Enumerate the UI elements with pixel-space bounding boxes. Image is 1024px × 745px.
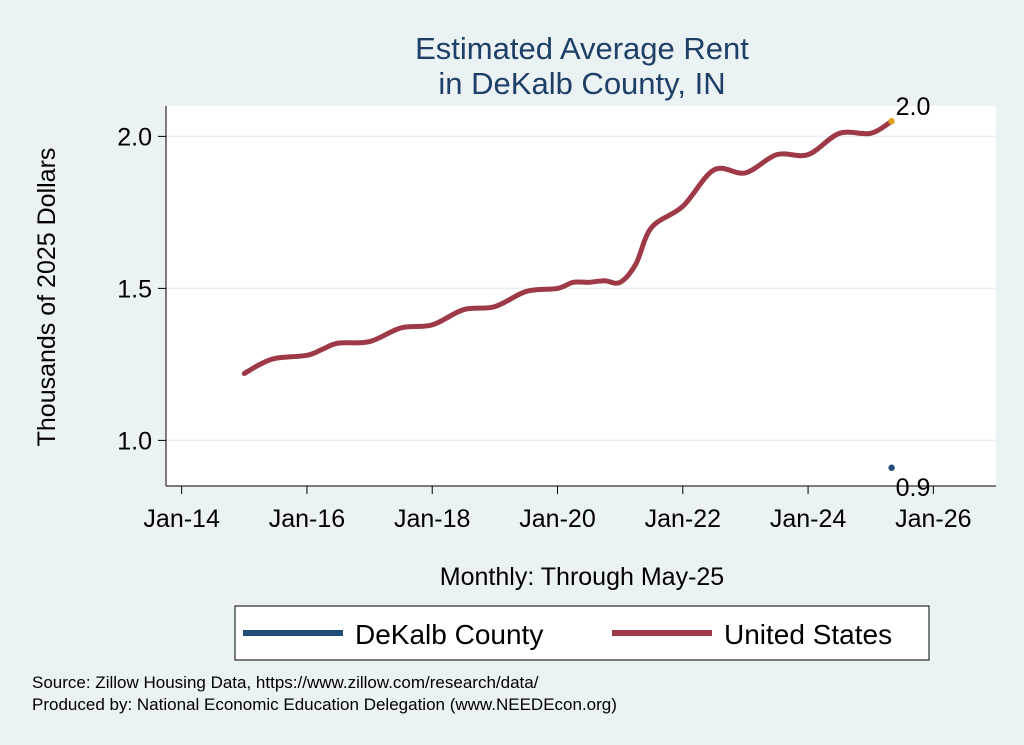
value-labels: 0.9 2.0	[896, 93, 931, 502]
series-layer	[241, 118, 895, 471]
legend: DeKalb County United States	[234, 605, 930, 661]
legend-label-united-states: United States	[724, 619, 892, 650]
x-tick-label: Jan-16	[269, 505, 345, 533]
source-note: Source: Zillow Housing Data, https://www…	[32, 673, 539, 692]
y-axis-ticks: 1.0 1.5 2.0	[117, 123, 166, 455]
x-axis-title: Monthly: Through May-25	[440, 563, 724, 591]
end-value-label-dekalb-county: 0.9	[896, 474, 931, 502]
series-end-point-dekalb-county	[888, 464, 895, 471]
legend-box	[234, 605, 930, 661]
plot-area	[166, 106, 996, 486]
y-tick-label: 1.0	[117, 427, 152, 455]
x-tick-label: Jan-24	[770, 505, 847, 533]
x-axis-ticks: Jan-14 Jan-16 Jan-18 Jan-20 Jan-22 Jan-24 Jan-…	[143, 486, 972, 533]
x-tick-label: Jan-18	[394, 505, 470, 533]
y-axis-title: Thousands of 2025 Dollars	[33, 148, 61, 447]
chart-title-line-1: Estimated Average Rent	[415, 31, 749, 66]
chart-title: Estimated Average Rent in DeKalb County,…	[415, 31, 749, 101]
end-value-label-united-states: 2.0	[896, 93, 931, 121]
produced-by-note: Produced by: National Economic Education…	[32, 695, 617, 714]
chart-title-line-2: in DeKalb County, IN	[438, 66, 725, 101]
x-tick-label: Jan-22	[645, 505, 721, 533]
gridlines	[166, 135, 996, 442]
legend-label-dekalb-county: DeKalb County	[355, 619, 543, 650]
x-tick-label: Jan-20	[519, 505, 595, 533]
y-tick-label: 2.0	[117, 123, 152, 151]
series-end-point-united-states	[888, 118, 895, 125]
series-line-united-states	[241, 118, 895, 377]
y-tick-label: 1.5	[117, 275, 152, 303]
x-tick-label: Jan-26	[895, 505, 971, 533]
x-tick-label: Jan-14	[143, 505, 220, 533]
